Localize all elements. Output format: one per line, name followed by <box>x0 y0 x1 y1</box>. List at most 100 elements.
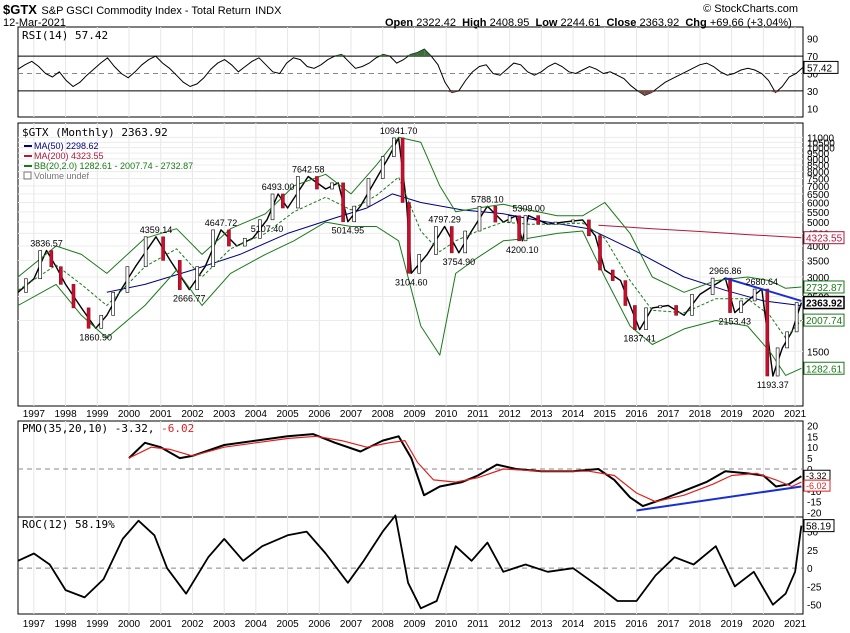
rsi-oversold-fill <box>451 90 459 93</box>
pmo-right-box <box>803 479 831 492</box>
price-candle <box>775 347 780 377</box>
price-x-tick-label: 2003 <box>213 409 236 420</box>
price-candle <box>341 182 345 223</box>
price-x-tick-label: 2019 <box>721 409 744 420</box>
price-y-tick-label: 7500 <box>807 175 830 186</box>
roc-y-tick-label: -50 <box>807 601 822 612</box>
chg-value: +69.66 (+3.04%) <box>709 17 792 29</box>
rsi-y-tick-label: 70 <box>807 52 819 63</box>
roc-y-tick-label: 25 <box>807 546 819 557</box>
price-candle <box>477 206 482 232</box>
price-candle <box>633 305 637 330</box>
price-candle <box>161 236 165 261</box>
price-candle <box>710 277 715 295</box>
price-y-tick-label: 3500 <box>807 256 830 267</box>
price-candle <box>111 292 115 316</box>
rsi-oversold-fill <box>444 90 452 93</box>
rsi-overbought-fill <box>341 54 349 57</box>
price-annotation: 3104.60 <box>395 277 428 287</box>
roc-x-tick-label: 2004 <box>245 619 268 630</box>
price-right-box <box>803 280 845 294</box>
price-candle <box>417 254 422 274</box>
price-candle <box>674 305 678 316</box>
price-right-box <box>803 295 845 310</box>
price-candle <box>380 156 385 179</box>
rsi-last-value: 57.42 <box>807 63 832 74</box>
price-candle <box>523 215 528 242</box>
price-right-box <box>803 231 845 245</box>
price-annotation: 7642.58 <box>292 164 325 174</box>
roc-x-tick-label: 2009 <box>403 619 426 630</box>
price-y-tick-label: 11000 <box>807 133 835 144</box>
chart-date: 12-Mar-2021 <box>3 17 66 29</box>
price-annotation: 5014.95 <box>332 226 365 236</box>
rsi-y-tick-label: 90 <box>807 35 819 46</box>
price-y-tick-label: 1500 <box>807 347 830 358</box>
rsi-y-tick-label: 10 <box>807 104 819 115</box>
index-name: S&P GSCI Commodity Index - Total Return <box>41 5 251 17</box>
series-line-ma50 <box>106 193 802 307</box>
price-candle <box>449 226 454 254</box>
price-candle <box>765 288 770 377</box>
price-x-tick-label: 2000 <box>118 409 141 420</box>
price-annotation: 5309.00 <box>512 204 545 214</box>
roc-last-value-box <box>803 519 835 533</box>
roc-x-tick-label: 2008 <box>372 619 395 630</box>
ticker-symbol: $GTX <box>3 2 37 17</box>
price-candle <box>610 269 615 281</box>
price-right-label: 2007.74 <box>806 316 843 327</box>
price-candle <box>571 219 575 223</box>
price-y-tick-label: 7000 <box>807 182 830 193</box>
price-candle <box>258 219 262 239</box>
rsi-oversold-fill <box>644 90 652 96</box>
watermark: © StockCharts.com <box>703 3 798 15</box>
roc-x-tick-label: 2017 <box>657 619 680 630</box>
legend-item: BB(20,2.0) 1282.61 - 2007.74 - 2732.87 <box>34 161 193 171</box>
price-candle <box>330 182 334 190</box>
roc-x-tick-label: 2012 <box>498 619 521 630</box>
price-candle <box>794 302 799 333</box>
price-x-tick-label: 2012 <box>498 409 521 420</box>
price-x-tick-label: 2002 <box>181 409 204 420</box>
price-panel-frame <box>17 122 804 407</box>
price-candle <box>517 215 521 242</box>
pmo-right-label: -3.32 <box>806 471 827 481</box>
rsi-oversold-fill <box>775 90 783 93</box>
price-candle <box>281 193 285 209</box>
price-candle <box>623 280 628 306</box>
price-right-label: 2732.87 <box>806 283 843 294</box>
price-x-tick-label: 2021 <box>784 409 807 420</box>
price-candle <box>493 206 498 223</box>
price-x-tick-label: 2011 <box>467 409 489 420</box>
price-candle <box>125 266 130 293</box>
price-x-tick-label: 2015 <box>594 409 617 420</box>
price-right-label: 2363.92 <box>806 299 843 310</box>
price-y-tick-label: 9000 <box>807 155 830 166</box>
pmo-label: PMO(35,20,10) -3.32, -6.02 <box>22 422 194 435</box>
price-title: $GTX (Monthly) 2363.92 <box>22 126 168 139</box>
roc-y-tick-label: 0 <box>807 564 813 575</box>
price-x-tick-label: 2013 <box>530 409 553 420</box>
price-candle <box>211 229 215 268</box>
price-candle <box>785 331 789 349</box>
roc-last-value: 58.19 <box>806 522 831 533</box>
pmo-label-signal: -6.02 <box>161 422 194 435</box>
price-annotation: 2666.77 <box>173 294 206 304</box>
rsi-overbought-fill <box>334 54 342 57</box>
rsi-overbought-fill <box>403 54 411 57</box>
price-candle <box>195 266 200 290</box>
price-annotation: 2153.43 <box>719 317 752 327</box>
price-candle <box>71 284 76 309</box>
low-label: Low <box>535 17 558 29</box>
roc-x-tick-label: 2016 <box>625 619 648 630</box>
roc-y-tick-label: -25 <box>807 582 822 593</box>
price-candle <box>553 221 558 225</box>
price-y-tick-label: 10000 <box>807 144 835 155</box>
price-annotation: 1837.41 <box>623 334 656 344</box>
price-annotation: 4200.10 <box>506 245 539 255</box>
price-candle <box>99 314 104 329</box>
price-annotation: 5107.40 <box>251 224 284 234</box>
legend-swatch <box>23 171 32 180</box>
price-x-tick-label: 2018 <box>689 409 712 420</box>
